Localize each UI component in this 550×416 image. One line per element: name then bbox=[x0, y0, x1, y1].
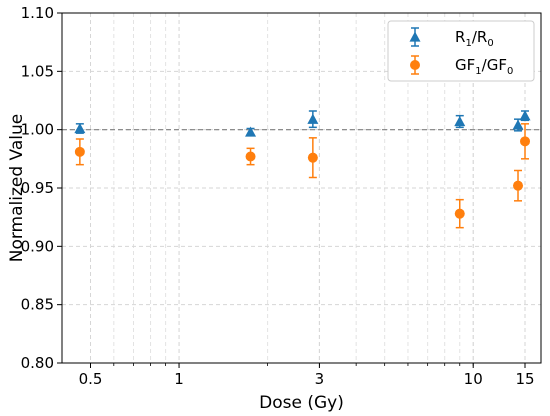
legend-marker-circle bbox=[410, 55, 420, 75]
y-tick-label: 0.90 bbox=[21, 237, 54, 255]
legend-label-sub: 1 bbox=[475, 66, 481, 77]
legend-item-gf1-gf0: GF1/GF0 bbox=[410, 55, 513, 77]
legend-label: R1/R0 bbox=[455, 28, 494, 49]
x-axis-label: Dose (Gy) bbox=[259, 393, 344, 413]
y-tick-label: 0.95 bbox=[21, 179, 54, 197]
x-tick-label: 0.5 bbox=[79, 370, 103, 388]
y-tick-label: 1.00 bbox=[21, 121, 54, 139]
data-point-r-ratio bbox=[74, 123, 86, 134]
data-point-r-ratio bbox=[454, 116, 466, 127]
legend-label-main2: GF bbox=[487, 56, 507, 74]
legend-label-main: R bbox=[455, 28, 465, 46]
legend-label-main2: R bbox=[477, 28, 487, 46]
legend-label-sub2: 0 bbox=[507, 66, 513, 77]
x-tick-label: 10 bbox=[464, 370, 483, 388]
plot-frame bbox=[61, 12, 542, 364]
y-tick-label: 0.80 bbox=[21, 354, 54, 372]
legend-label-slash: / bbox=[482, 56, 488, 74]
y-axis: 0.80 0.85 0.90 0.95 1.00 1.05 1.10 bbox=[21, 4, 62, 372]
data-point-r-ratio bbox=[519, 110, 531, 121]
legend-label-sub: 1 bbox=[465, 38, 471, 49]
x-tick-label: 3 bbox=[315, 370, 325, 388]
legend-marker-triangle bbox=[409, 27, 421, 47]
legend-marker bbox=[410, 60, 420, 70]
x-tick-label: 15 bbox=[515, 370, 534, 388]
y-axis-label: Normalized Value bbox=[7, 114, 27, 263]
legend-marker bbox=[409, 31, 421, 42]
legend-label-slash: / bbox=[472, 28, 478, 46]
legend-label-sub2: 0 bbox=[487, 38, 493, 49]
data-point-gf-ratio bbox=[307, 152, 318, 163]
legend-box bbox=[387, 20, 535, 82]
data-point-r-ratio bbox=[307, 113, 319, 124]
legend: R1/R0 GF1/GF0 bbox=[387, 20, 535, 82]
data-point-r-ratio bbox=[245, 126, 257, 137]
y-tick-label: 1.10 bbox=[21, 4, 54, 22]
data-point-gf-ratio bbox=[454, 208, 465, 219]
data-point-gf-ratio bbox=[520, 136, 531, 147]
legend-label: GF1/GF0 bbox=[455, 56, 513, 77]
y-tick-label: 0.85 bbox=[21, 296, 54, 314]
data-point-gf-ratio bbox=[245, 151, 256, 162]
legend-item-r1-r0: R1/R0 bbox=[409, 27, 494, 49]
x-axis: 0.5 1 3 10 15 bbox=[79, 363, 535, 388]
data-point-r-ratio bbox=[512, 119, 524, 130]
plot-area bbox=[74, 110, 531, 229]
legend-label-main: GF bbox=[455, 56, 475, 74]
data-point-gf-ratio bbox=[513, 180, 524, 191]
y-tick-label: 1.05 bbox=[21, 62, 54, 80]
data-point-gf-ratio bbox=[74, 146, 85, 157]
x-tick-label: 1 bbox=[174, 370, 184, 388]
